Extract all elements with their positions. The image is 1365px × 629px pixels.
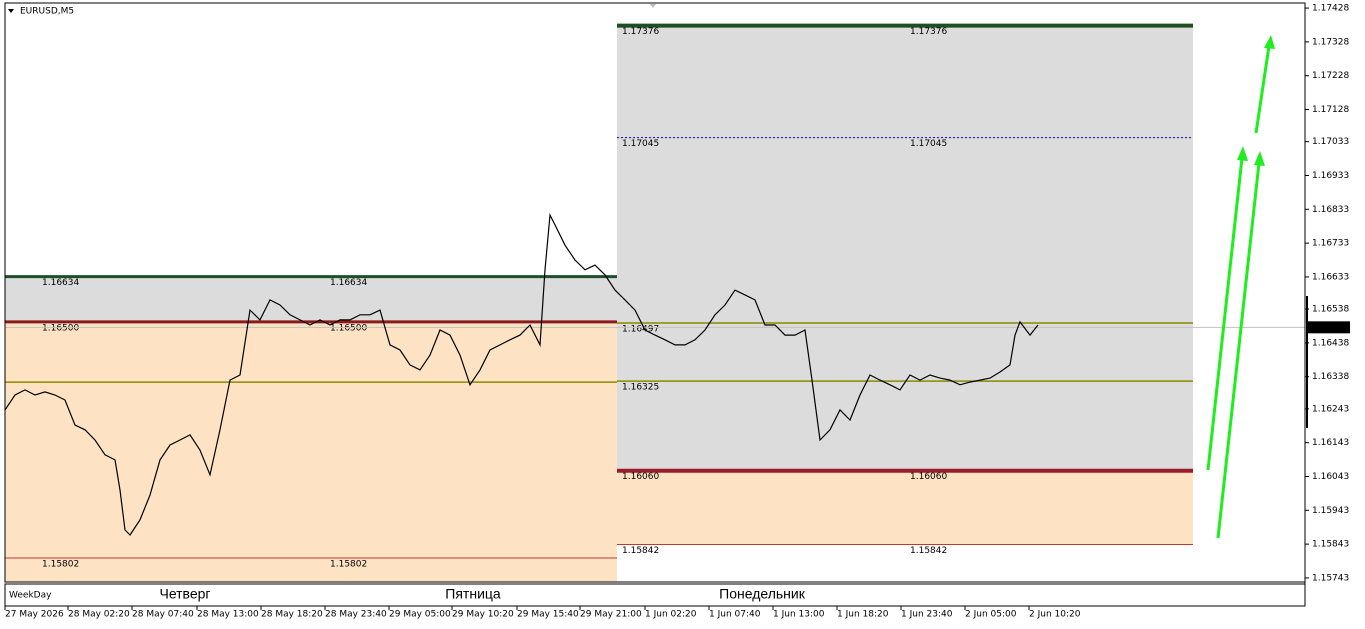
x-tick-label: 2 Jun 05:00 [965, 610, 1017, 620]
level-label: 1.17376 [622, 27, 659, 37]
level-label: 1.15802 [330, 559, 367, 569]
level-label: 1.16060 [622, 472, 659, 482]
x-tick-label: 1 Jun 23:40 [901, 610, 953, 620]
zones [5, 25, 1193, 582]
y-tick-label: 1.16043 [1312, 472, 1349, 482]
axes: 1.17428 1.17328 1.17228 1.17128 1.17033 1.169… [4, 4, 1350, 620]
day-label: Понедельник [719, 586, 806, 602]
x-tick-label: 1 Jun 02:20 [645, 610, 697, 620]
x-tick-label: 2 Jun 10:20 [1029, 610, 1081, 620]
last-price-label: 1.16484 [1309, 323, 1346, 333]
x-tick-label: 29 May 10:20 [452, 610, 514, 620]
x-tick-label: 28 May 18:20 [261, 610, 323, 620]
x-tick-label: 28 May 02:20 [68, 610, 130, 620]
x-tick-label: 1 Jun 18:20 [837, 610, 889, 620]
shift-marker [650, 4, 656, 8]
arrows [1206, 45, 1271, 539]
zone [617, 25, 1193, 471]
level-label: 1.15842 [622, 546, 659, 556]
level-label: 1.16325 [622, 383, 659, 393]
arrow-head [1254, 151, 1265, 166]
arrow [1206, 157, 1244, 471]
x-tick-label: 28 May 07:40 [132, 610, 194, 620]
level-label: 1.16500 [330, 323, 367, 333]
price [4, 212, 1039, 536]
level-label: 1.16497 [622, 324, 659, 334]
y-tick-label: 1.17128 [1312, 105, 1349, 115]
y-tick-label: 1.16833 [1312, 205, 1349, 215]
x-tick-label: 29 May 05:00 [389, 610, 451, 620]
y-tick-label: 1.15943 [1312, 506, 1349, 516]
level-label: 1.15802 [42, 559, 79, 569]
y-tick-label: 1.17033 [1312, 137, 1349, 147]
zone [617, 470, 1193, 545]
level-label: 1.17045 [910, 139, 947, 149]
y-tick-label: 1.16538 [1312, 305, 1349, 315]
x-tick-label: 27 May 2026 [5, 610, 64, 620]
x-tick-label: 1 Jun 07:40 [709, 610, 761, 620]
arrow-head [1264, 35, 1275, 49]
y-tick-label: 1.15743 [1312, 573, 1349, 583]
y-tick-label: 1.15843 [1312, 540, 1349, 550]
panel-label: WeekDay [9, 591, 52, 601]
arrow-heads [1237, 35, 1275, 166]
y-tick-label: 1.16338 [1312, 372, 1349, 382]
arrow [1216, 162, 1261, 539]
y-tick-label: 1.17328 [1312, 37, 1349, 47]
x-tick-label: 1 Jun 13:00 [773, 610, 825, 620]
menu-arrow[interactable] [8, 9, 14, 13]
level-label: 1.16060 [910, 472, 947, 482]
last-price-box [1306, 321, 1350, 334]
price-line [4, 212, 1039, 536]
levels: 1.16634 1.16634 1.16500 1.16500 1.15802 1.158… [5, 23, 1193, 569]
x-tick-label: 28 May 13:00 [197, 610, 259, 620]
day-label: Четверг [159, 586, 210, 602]
y-tick-label: 1.16733 [1312, 239, 1349, 249]
y-tick-label: 1.16243 [1312, 404, 1349, 414]
zone [5, 321, 617, 582]
arrow-head [1237, 146, 1248, 161]
x-tick-label: 29 May 21:00 [580, 610, 642, 620]
day-label: Пятница [445, 586, 501, 602]
y-tick-label: 1.16143 [1312, 438, 1349, 448]
symbol-title: EURUSD,M5 [20, 7, 74, 17]
arrow [1254, 45, 1271, 134]
zone [5, 276, 617, 322]
y-tick-label: 1.17428 [1312, 4, 1349, 14]
level-label: 1.16500 [42, 323, 79, 333]
y-tick-label: 1.16438 [1312, 338, 1349, 348]
x-tick-label: 28 May 23:40 [325, 610, 387, 620]
level-label: 1.17045 [622, 139, 659, 149]
level-label: 1.16634 [42, 278, 79, 288]
y-tick-label: 1.16933 [1312, 171, 1349, 181]
level-label: 1.17376 [910, 27, 947, 37]
level-label: 1.16634 [330, 278, 367, 288]
y-tick-label: 1.17228 [1312, 71, 1349, 81]
level-label: 1.15842 [910, 546, 947, 556]
y-tick-label: 1.16633 [1312, 272, 1349, 282]
x-tick-label: 29 May 15:40 [517, 610, 579, 620]
